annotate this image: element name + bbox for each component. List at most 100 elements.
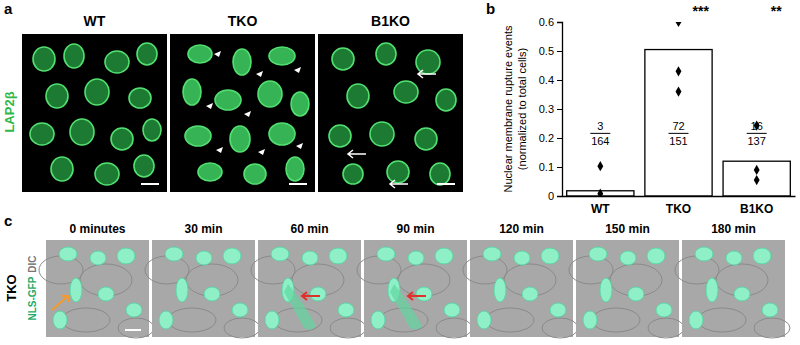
nucleus — [70, 119, 94, 145]
arrowhead — [244, 111, 251, 117]
replicate-point — [597, 161, 603, 171]
nucleus — [183, 79, 201, 105]
gfp-leak — [284, 284, 316, 330]
nucleus — [269, 47, 295, 65]
nucleus — [734, 287, 750, 301]
replicate-point — [676, 66, 682, 76]
column-title: WT — [84, 13, 106, 29]
timelapse-frame — [675, 240, 790, 338]
nucleus — [85, 79, 109, 105]
panel-c: cTKONLS-GFPDIC0 minutes30 min60 min90 mi… — [4, 212, 790, 338]
nucleus — [302, 251, 318, 265]
arrowhead — [216, 147, 223, 153]
tick: B1KO — [740, 202, 773, 216]
nucleus — [522, 287, 538, 301]
nucleus — [394, 81, 418, 103]
tick: 0 — [548, 190, 562, 202]
tick-mark — [557, 138, 562, 139]
nucleus — [196, 251, 212, 265]
cell-outline — [542, 318, 578, 338]
panel-label: c — [4, 212, 12, 229]
tick-mark — [557, 109, 562, 110]
nucleus — [387, 161, 409, 183]
nucleus — [59, 247, 77, 261]
nucleus — [185, 126, 211, 146]
nucleus — [258, 81, 282, 107]
panel-label: b — [486, 0, 495, 17]
tick: 0.6 — [539, 16, 562, 28]
nucleus — [706, 278, 718, 302]
nucleus — [541, 248, 559, 264]
tick-label: 0.4 — [539, 74, 554, 86]
nucleus — [329, 125, 351, 147]
nucleus — [435, 248, 453, 264]
nucleus — [90, 251, 106, 265]
nucleus — [271, 247, 289, 261]
replicate-point — [676, 22, 682, 27]
scale-bar — [125, 329, 141, 331]
tick: 0.4 — [539, 74, 562, 86]
image-background — [682, 240, 785, 337]
tick: 0.5 — [539, 45, 562, 57]
scale-bar — [141, 183, 159, 185]
nucleus — [377, 247, 395, 261]
nucleus — [550, 303, 566, 317]
nucleus — [332, 48, 354, 70]
fraction-bar — [669, 133, 689, 134]
tick-label: 0.1 — [539, 161, 554, 173]
nucleus — [95, 163, 119, 185]
nucleus — [230, 126, 250, 152]
image-background — [576, 240, 679, 337]
nucleus — [198, 163, 222, 181]
tick-mark — [557, 51, 562, 52]
significance: ** — [771, 3, 782, 19]
count-denominator: 164 — [591, 135, 609, 147]
arrowhead — [294, 67, 301, 73]
tick: 0.2 — [539, 132, 562, 144]
nucleus — [143, 119, 161, 141]
image-background — [46, 240, 149, 337]
cell-outline — [698, 308, 746, 332]
x-axis: WT TKO B1KO — [563, 197, 796, 216]
tick: TKO — [666, 202, 691, 216]
nucleus — [291, 92, 309, 116]
nucleus — [376, 43, 396, 65]
cell-outline — [168, 308, 216, 332]
cell-outline — [118, 318, 154, 338]
plot-marks — [567, 22, 791, 196]
nucleus — [232, 303, 248, 317]
column-title: B1KO — [371, 13, 410, 29]
panel-b: bNuclear membrane rupture events(normali… — [486, 0, 796, 216]
nucleus — [46, 84, 68, 108]
tick-label: 0.2 — [539, 132, 554, 144]
tick-mark — [557, 196, 562, 197]
nucleus — [215, 90, 241, 110]
arrow — [348, 150, 366, 158]
arrowhead — [258, 149, 265, 155]
tick: WT — [591, 202, 610, 216]
cell-outline — [224, 318, 260, 338]
count-denominator: 151 — [669, 135, 687, 147]
time-label: 90 min — [396, 222, 434, 236]
nucleus — [159, 311, 173, 329]
nucleus — [416, 287, 432, 301]
time-label: 60 min — [290, 222, 328, 236]
micrograph — [318, 34, 463, 192]
arrow — [302, 292, 320, 300]
arrowhead — [206, 103, 213, 109]
replicate-point — [754, 175, 760, 185]
nucleus — [436, 89, 456, 111]
y-axis-title: Nuclear membrane rupture events — [502, 25, 514, 192]
image-background — [152, 240, 255, 337]
nucleus — [338, 303, 354, 317]
count-numerator: 16 — [751, 120, 763, 132]
image-background — [364, 240, 467, 337]
count-numerator: 72 — [672, 120, 684, 132]
cell-outline — [592, 308, 640, 332]
channel-name: DIC — [27, 255, 38, 272]
timelapse-frame — [251, 240, 366, 338]
cell-outline — [330, 318, 366, 338]
arrowhead — [214, 51, 221, 57]
tick-label: 0.3 — [539, 103, 554, 115]
nucleus — [244, 164, 266, 184]
